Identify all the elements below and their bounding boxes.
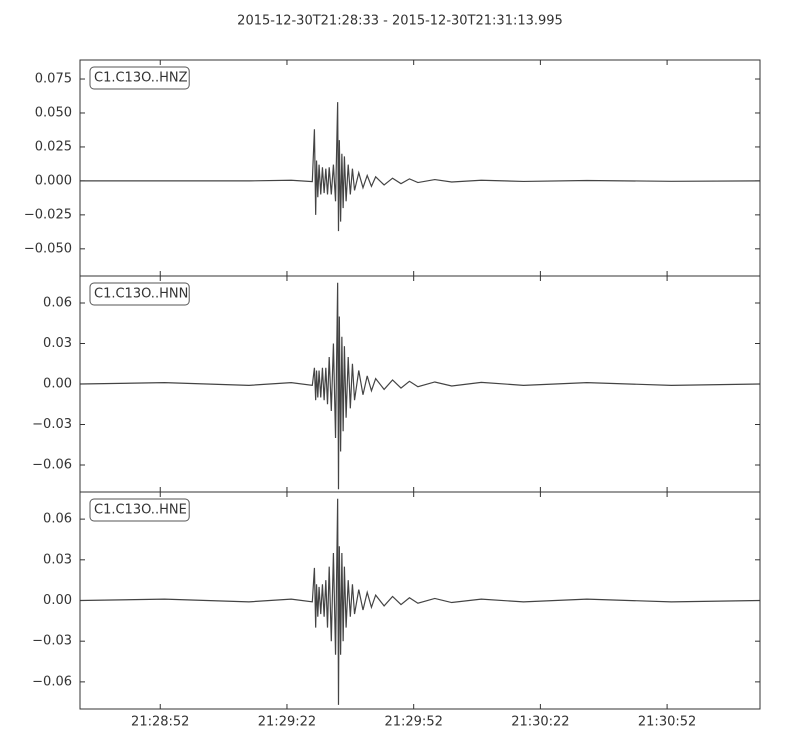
y-tick-label: −0.025 <box>24 207 72 222</box>
waveform <box>80 102 760 232</box>
x-tick-label: 21:30:52 <box>638 715 696 730</box>
y-tick-label: 0.025 <box>35 139 72 154</box>
legend-label: C1.C13O..HNN <box>94 287 188 302</box>
legend-box <box>89 282 190 306</box>
legend-box <box>89 498 190 522</box>
y-tick-label: 0.00 <box>43 593 72 608</box>
y-tick-label: 0.06 <box>43 296 72 311</box>
y-tick-label: −0.03 <box>32 417 72 432</box>
y-tick-label: 0.000 <box>35 173 72 188</box>
legend-label: C1.C13O..HNZ <box>94 71 188 86</box>
panel-frame <box>79 491 761 710</box>
x-tick-label: 21:28:52 <box>131 715 189 730</box>
y-tick-label: −0.050 <box>24 241 72 256</box>
panel-frame <box>79 275 761 493</box>
y-tick-label: 0.075 <box>35 72 72 87</box>
y-tick-label: 0.00 <box>43 377 72 392</box>
y-tick-label: −0.03 <box>32 634 72 649</box>
y-tick-label: −0.06 <box>32 458 72 473</box>
chart-title: 2015-12-30T21:28:33 - 2015-12-30T21:31:1… <box>237 14 563 29</box>
x-tick-label: 21:29:52 <box>384 715 442 730</box>
panel-frame <box>79 59 761 277</box>
x-tick-label: 21:29:22 <box>258 715 316 730</box>
legend-label: C1.C13O..HNE <box>94 503 187 518</box>
y-tick-label: 0.03 <box>43 336 72 351</box>
waveform <box>80 282 760 490</box>
y-tick-label: 0.06 <box>43 512 72 527</box>
y-tick-label: 0.03 <box>43 552 72 567</box>
x-tick-label: 21:30:22 <box>511 715 569 730</box>
legend-box <box>89 66 190 90</box>
y-tick-label: 0.050 <box>35 105 72 120</box>
waveform <box>80 498 760 705</box>
y-tick-label: −0.06 <box>32 674 72 689</box>
